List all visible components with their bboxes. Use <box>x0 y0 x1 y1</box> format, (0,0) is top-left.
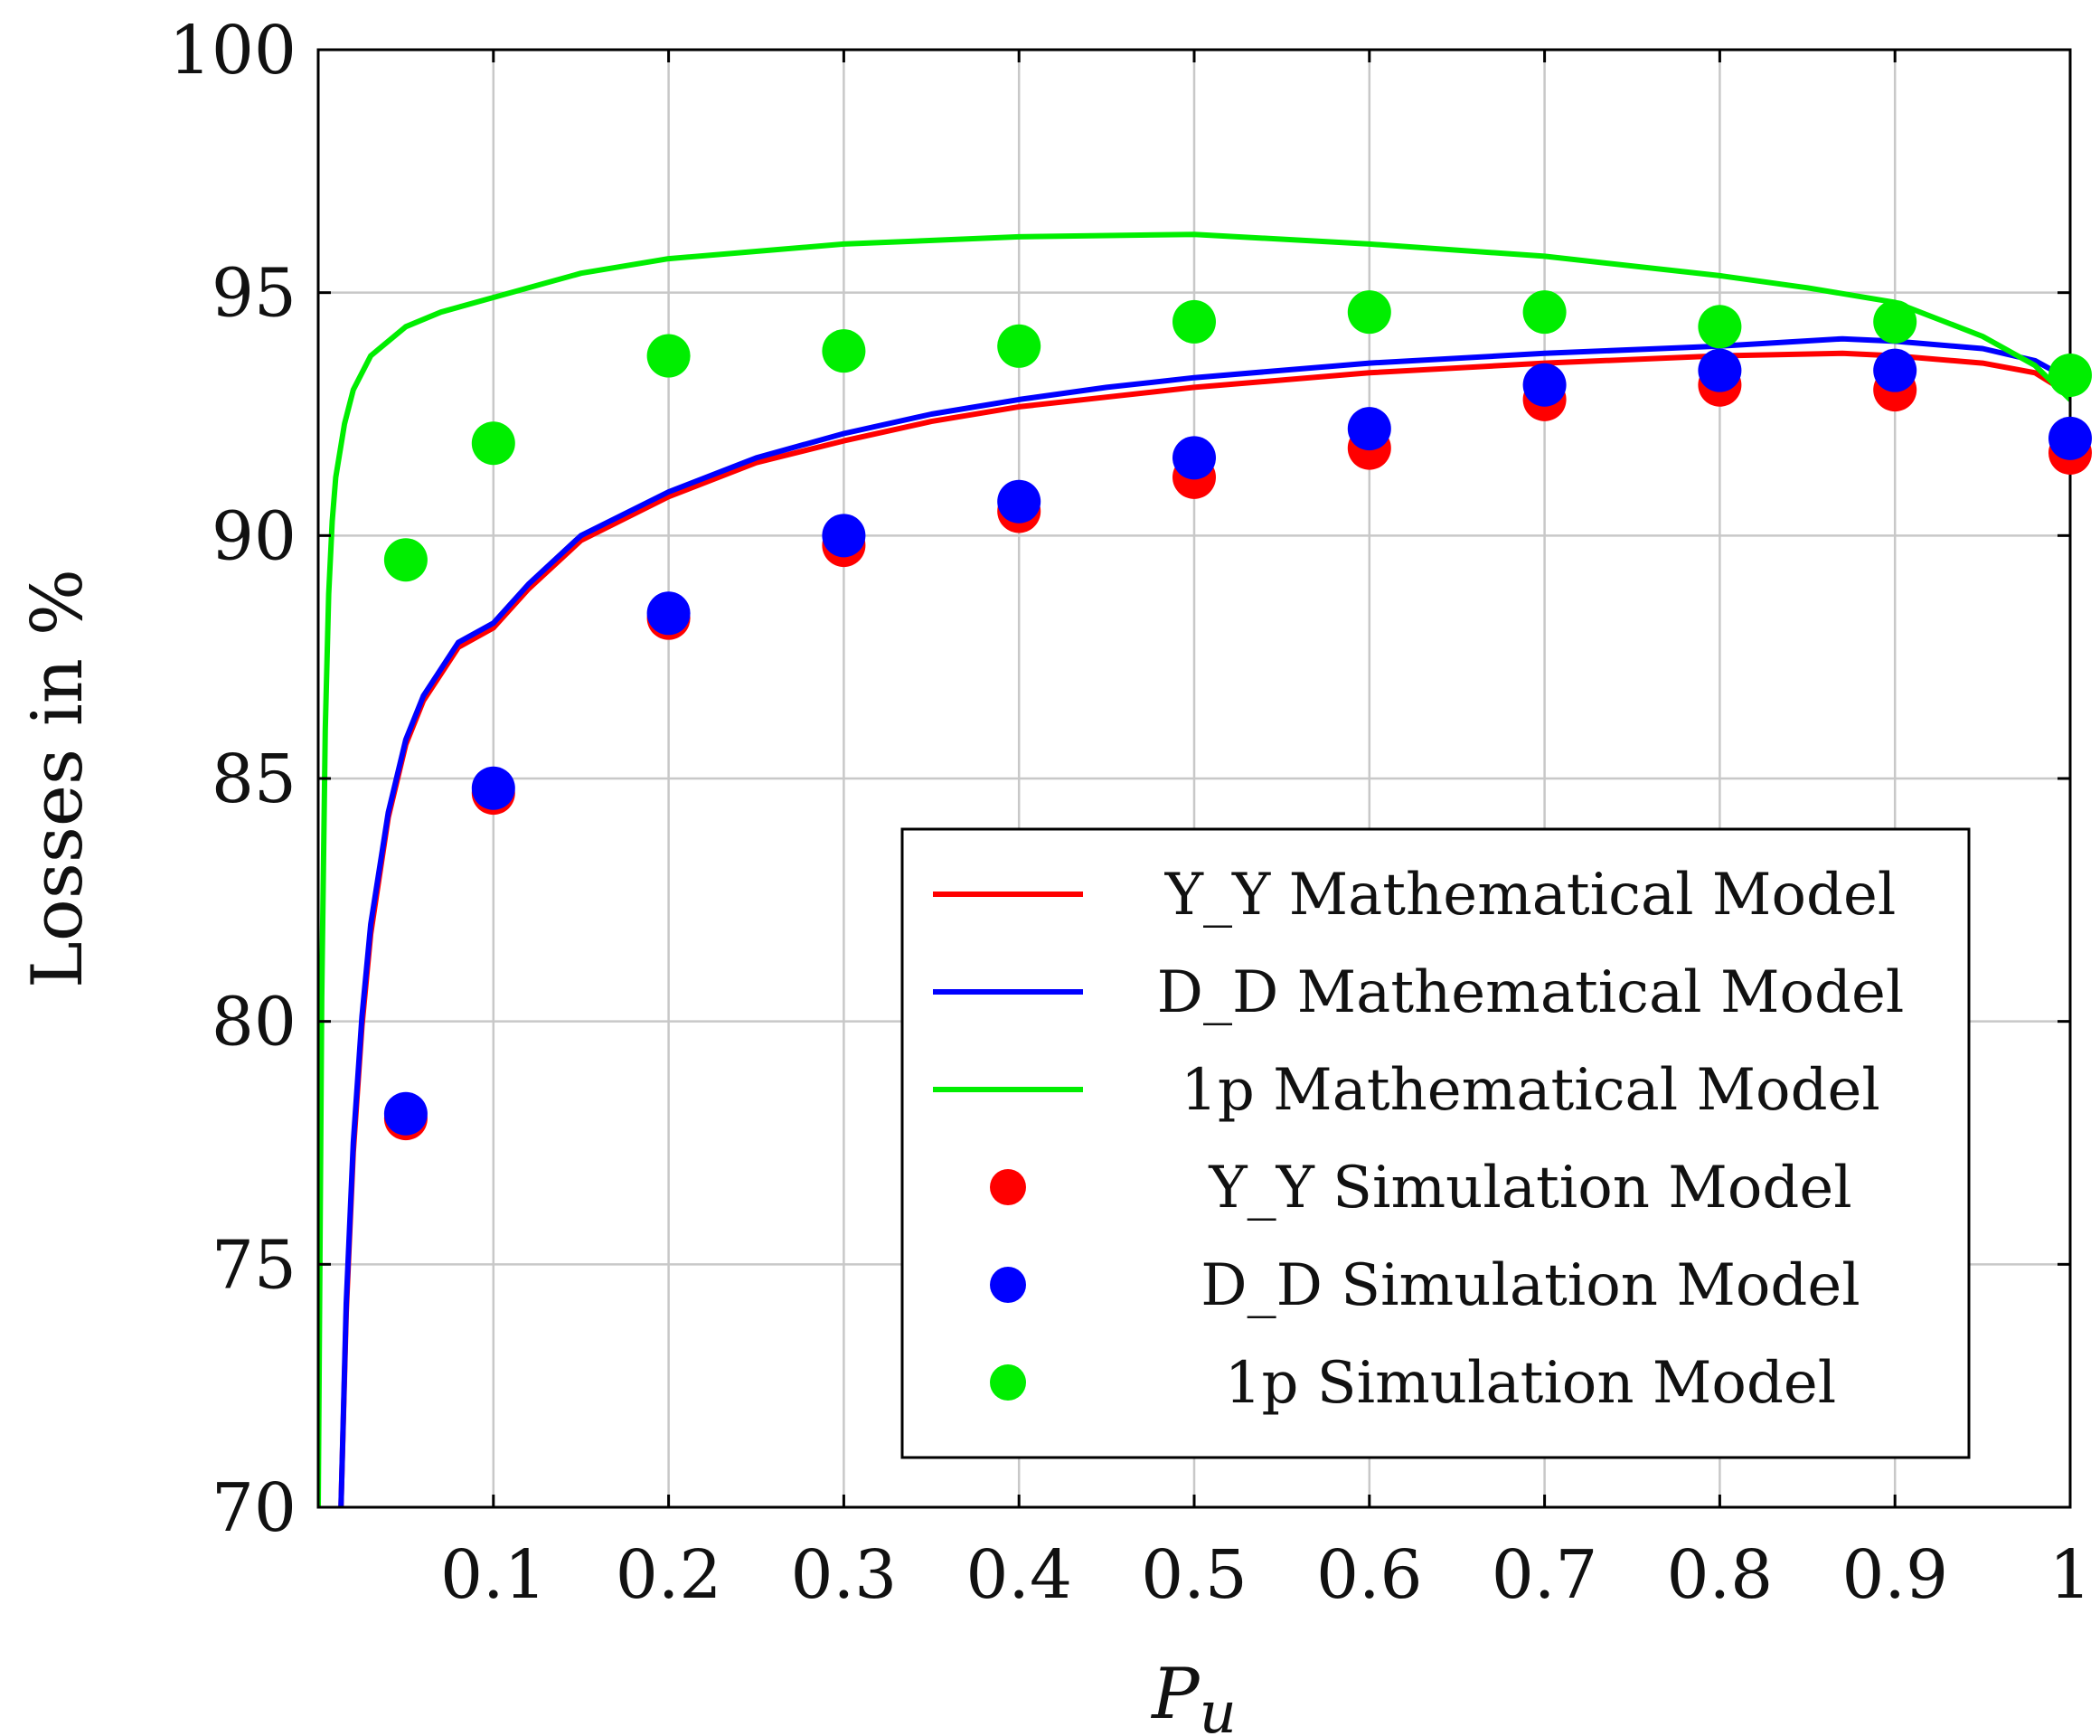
scatter-point <box>1347 407 1391 451</box>
scatter-point <box>997 324 1041 368</box>
x-tick-label: 1 <box>2048 1536 2091 1614</box>
scatter-point <box>471 421 515 466</box>
legend-label: 1p Mathematical Model <box>1181 1057 1880 1124</box>
y-axis-title: Losses in % <box>17 569 99 988</box>
legend-label: D_D Mathematical Model <box>1157 959 1905 1026</box>
scatter-point <box>1698 305 1742 349</box>
x-axis-ticks: 0.1 0.2 0.3 0.4 0.5 0.6 0.7 0.8 0.9 1 <box>440 50 2092 1614</box>
x-tick-label: 0.5 <box>1141 1536 1248 1614</box>
scatter-point <box>822 514 866 558</box>
x-tick-label: 0.1 <box>440 1536 547 1614</box>
scatter-points <box>383 290 2092 1141</box>
y-axis-ticks: 70 75 80 85 90 95 100 <box>169 12 2070 1547</box>
x-axis-title-subscript: u <box>1200 1680 1237 1736</box>
y-tick-label: 100 <box>169 12 297 90</box>
x-tick-label: 0.8 <box>1667 1536 1774 1614</box>
scatter-point <box>822 329 866 373</box>
y-tick-label: 70 <box>212 1469 297 1547</box>
x-tick-label: 0.6 <box>1316 1536 1423 1614</box>
y-tick-label: 75 <box>212 1226 297 1304</box>
legend-label: Y_Y Mathematical Model <box>1164 862 1897 929</box>
scatter-point <box>1522 290 1567 335</box>
scatter-point <box>1172 299 1216 344</box>
scatter-point <box>1873 299 1917 344</box>
legend-swatch-dot <box>990 1267 1026 1303</box>
x-tick-label: 0.4 <box>965 1536 1072 1614</box>
scatter-point <box>471 766 515 810</box>
y-tick-label: 90 <box>212 497 297 575</box>
legend-box <box>900 827 1971 1459</box>
scatter-point <box>383 1091 428 1136</box>
x-tick-label: 0.9 <box>1841 1536 1948 1614</box>
y-tick-label: 80 <box>212 984 297 1061</box>
scatter-point <box>1873 348 1917 392</box>
legend-swatch-dot <box>990 1169 1026 1205</box>
y-tick-label: 85 <box>212 741 297 818</box>
scatter-point <box>1347 290 1391 335</box>
legend-label: Y_Y Simulation Model <box>1208 1155 1851 1222</box>
scatter-point <box>646 334 691 378</box>
series-line-1p-mathematical-model <box>318 231 2070 1507</box>
legend-label: D_D Simulation Model <box>1201 1252 1860 1319</box>
scatter-point <box>1172 436 1216 480</box>
scatter-point <box>1698 348 1742 392</box>
scatter-point <box>1522 363 1567 407</box>
x-tick-label: 0.2 <box>616 1536 722 1614</box>
legend-label: 1p Simulation Model <box>1225 1350 1837 1417</box>
scatter-point <box>2048 354 2092 398</box>
x-axis-title-main: P <box>1150 1654 1201 1735</box>
y-tick-label: 95 <box>212 255 297 333</box>
series-line-d-d-mathematical-model <box>338 335 2070 1507</box>
x-axis-title: Pu <box>1150 1654 1237 1736</box>
legend: Y_Y Mathematical Model D_D Mathematical M… <box>900 827 1971 1459</box>
scatter-point <box>383 538 428 582</box>
scatter-point <box>2048 416 2092 460</box>
plot-area <box>318 231 2070 1507</box>
scatter-point <box>646 591 691 636</box>
x-tick-label: 0.3 <box>791 1536 898 1614</box>
x-tick-label: 0.7 <box>1492 1536 1598 1614</box>
scatter-point <box>997 479 1041 524</box>
legend-swatch-dot <box>990 1364 1026 1401</box>
